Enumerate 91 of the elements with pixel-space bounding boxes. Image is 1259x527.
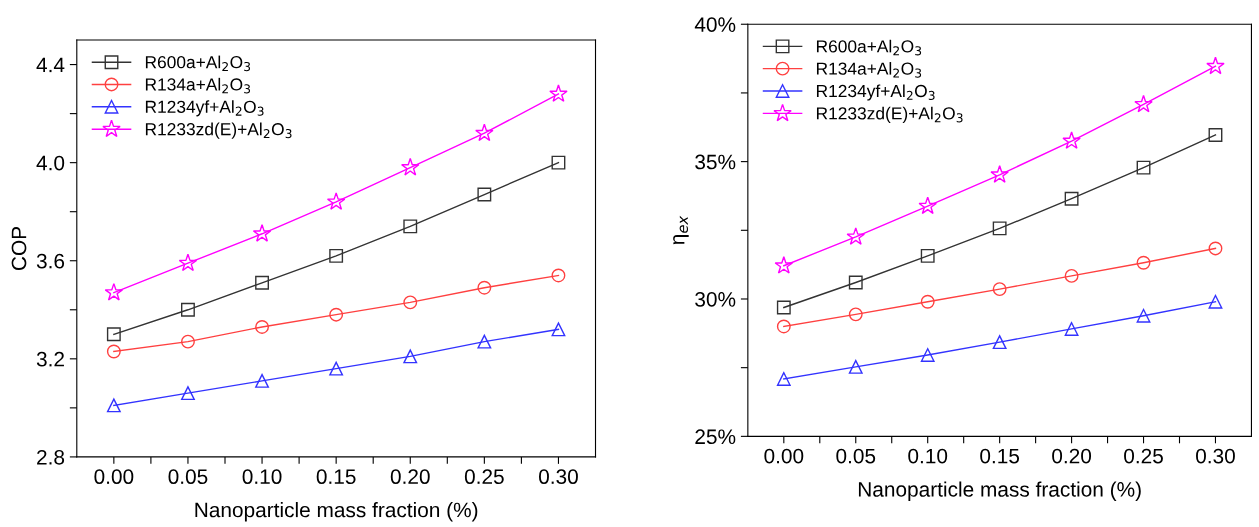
point xyxy=(920,348,935,362)
point xyxy=(1208,241,1223,256)
y-tick-label: 3.2 xyxy=(36,351,64,367)
point xyxy=(255,275,269,290)
point xyxy=(181,302,195,317)
y-tick-label: 25% xyxy=(695,429,736,445)
point xyxy=(551,155,566,170)
point xyxy=(1134,94,1153,113)
point xyxy=(181,386,195,401)
point xyxy=(106,327,121,342)
point xyxy=(1208,128,1223,142)
x-tick-label: 0.05 xyxy=(168,469,208,485)
legend-label: R600a+Al$_{2}$O$_{3}$ xyxy=(816,39,922,56)
point xyxy=(329,361,344,376)
point xyxy=(1206,56,1225,75)
y-tick-label: 40% xyxy=(694,17,736,32)
point xyxy=(252,224,272,242)
point xyxy=(329,307,344,322)
point xyxy=(326,192,346,210)
x-tick-label: 0.05 xyxy=(836,448,876,464)
y-tick-label: 3.6 xyxy=(36,253,65,269)
x-tick-label: 0.10 xyxy=(908,448,948,464)
point xyxy=(848,275,863,290)
x-tick-label: 0.30 xyxy=(539,469,578,485)
y-axis-title: η$_{ex}$ xyxy=(673,215,689,245)
x-tick-label: 0.00 xyxy=(764,448,804,464)
x-tick-label: 0.10 xyxy=(242,469,282,485)
point xyxy=(1064,268,1079,283)
point xyxy=(992,335,1007,350)
x-tick-label: 0.25 xyxy=(1124,448,1163,464)
point xyxy=(848,307,863,322)
point xyxy=(549,84,568,102)
point xyxy=(104,282,124,301)
y-tick-label: 4.0 xyxy=(36,155,65,171)
point xyxy=(106,398,121,413)
x-tick-label: 0.20 xyxy=(390,469,430,485)
point xyxy=(477,280,492,295)
legend-label: R1233zd(E)+Al$_{2}$O$_{3}$ xyxy=(816,106,963,123)
y-tick-label: 30% xyxy=(695,291,736,307)
x-axis-title: Nanoparticle mass fraction (%) xyxy=(195,502,478,522)
point xyxy=(329,248,344,263)
y-axis-title: COP xyxy=(11,227,27,270)
point xyxy=(477,334,492,349)
point xyxy=(920,294,935,309)
point xyxy=(776,300,791,315)
x-tick-label: 0.20 xyxy=(1052,448,1092,464)
legend-label: R1233zd(E)+Al$_{2}$O$_{3}$ xyxy=(145,122,292,139)
point xyxy=(255,373,269,388)
point xyxy=(400,157,420,176)
point xyxy=(475,123,494,142)
point xyxy=(551,268,566,283)
point xyxy=(992,221,1007,236)
point xyxy=(551,322,566,337)
point xyxy=(181,334,195,349)
x-tick-label: 0.15 xyxy=(980,448,1020,464)
point xyxy=(1062,131,1081,150)
point xyxy=(178,253,198,272)
legend-label: R600a+Al$_{2}$O$_{3}$ xyxy=(145,55,251,72)
point xyxy=(106,344,121,359)
point xyxy=(1064,321,1079,336)
x-axis-title: Nanoparticle mass fraction (%) xyxy=(858,481,1141,501)
x-tick-label: 0.15 xyxy=(316,469,356,485)
point xyxy=(477,187,492,202)
y-tick-label: 4.4 xyxy=(36,57,65,73)
legend-label: R1234yf+Al$_{2}$O$_{3}$ xyxy=(816,84,935,101)
point xyxy=(1208,294,1223,309)
y-tick-label: 35% xyxy=(695,154,736,170)
legend-label: R134a+Al$_{2}$O$_{3}$ xyxy=(145,77,251,94)
point xyxy=(1064,191,1079,206)
legend-label: R134a+Al$_{2}$O$_{3}$ xyxy=(816,62,922,78)
point xyxy=(255,320,269,334)
point xyxy=(848,359,863,374)
y-tick-label: 2.8 xyxy=(37,449,65,465)
point xyxy=(1136,160,1151,175)
x-tick-label: 0.25 xyxy=(464,469,504,485)
point xyxy=(403,295,418,310)
point xyxy=(920,248,935,263)
point xyxy=(403,349,418,364)
point xyxy=(403,219,418,234)
point xyxy=(1136,308,1151,323)
point xyxy=(776,371,791,386)
legend-label: R1234yf+Al$_{2}$O$_{3}$ xyxy=(145,100,264,117)
point xyxy=(1136,255,1151,270)
x-tick-label: 0.00 xyxy=(94,469,134,485)
point xyxy=(918,196,937,215)
x-tick-label: 0.30 xyxy=(1196,448,1235,464)
point xyxy=(992,282,1007,297)
point xyxy=(774,256,794,274)
point xyxy=(846,227,866,245)
point xyxy=(990,165,1009,183)
point xyxy=(776,319,791,334)
